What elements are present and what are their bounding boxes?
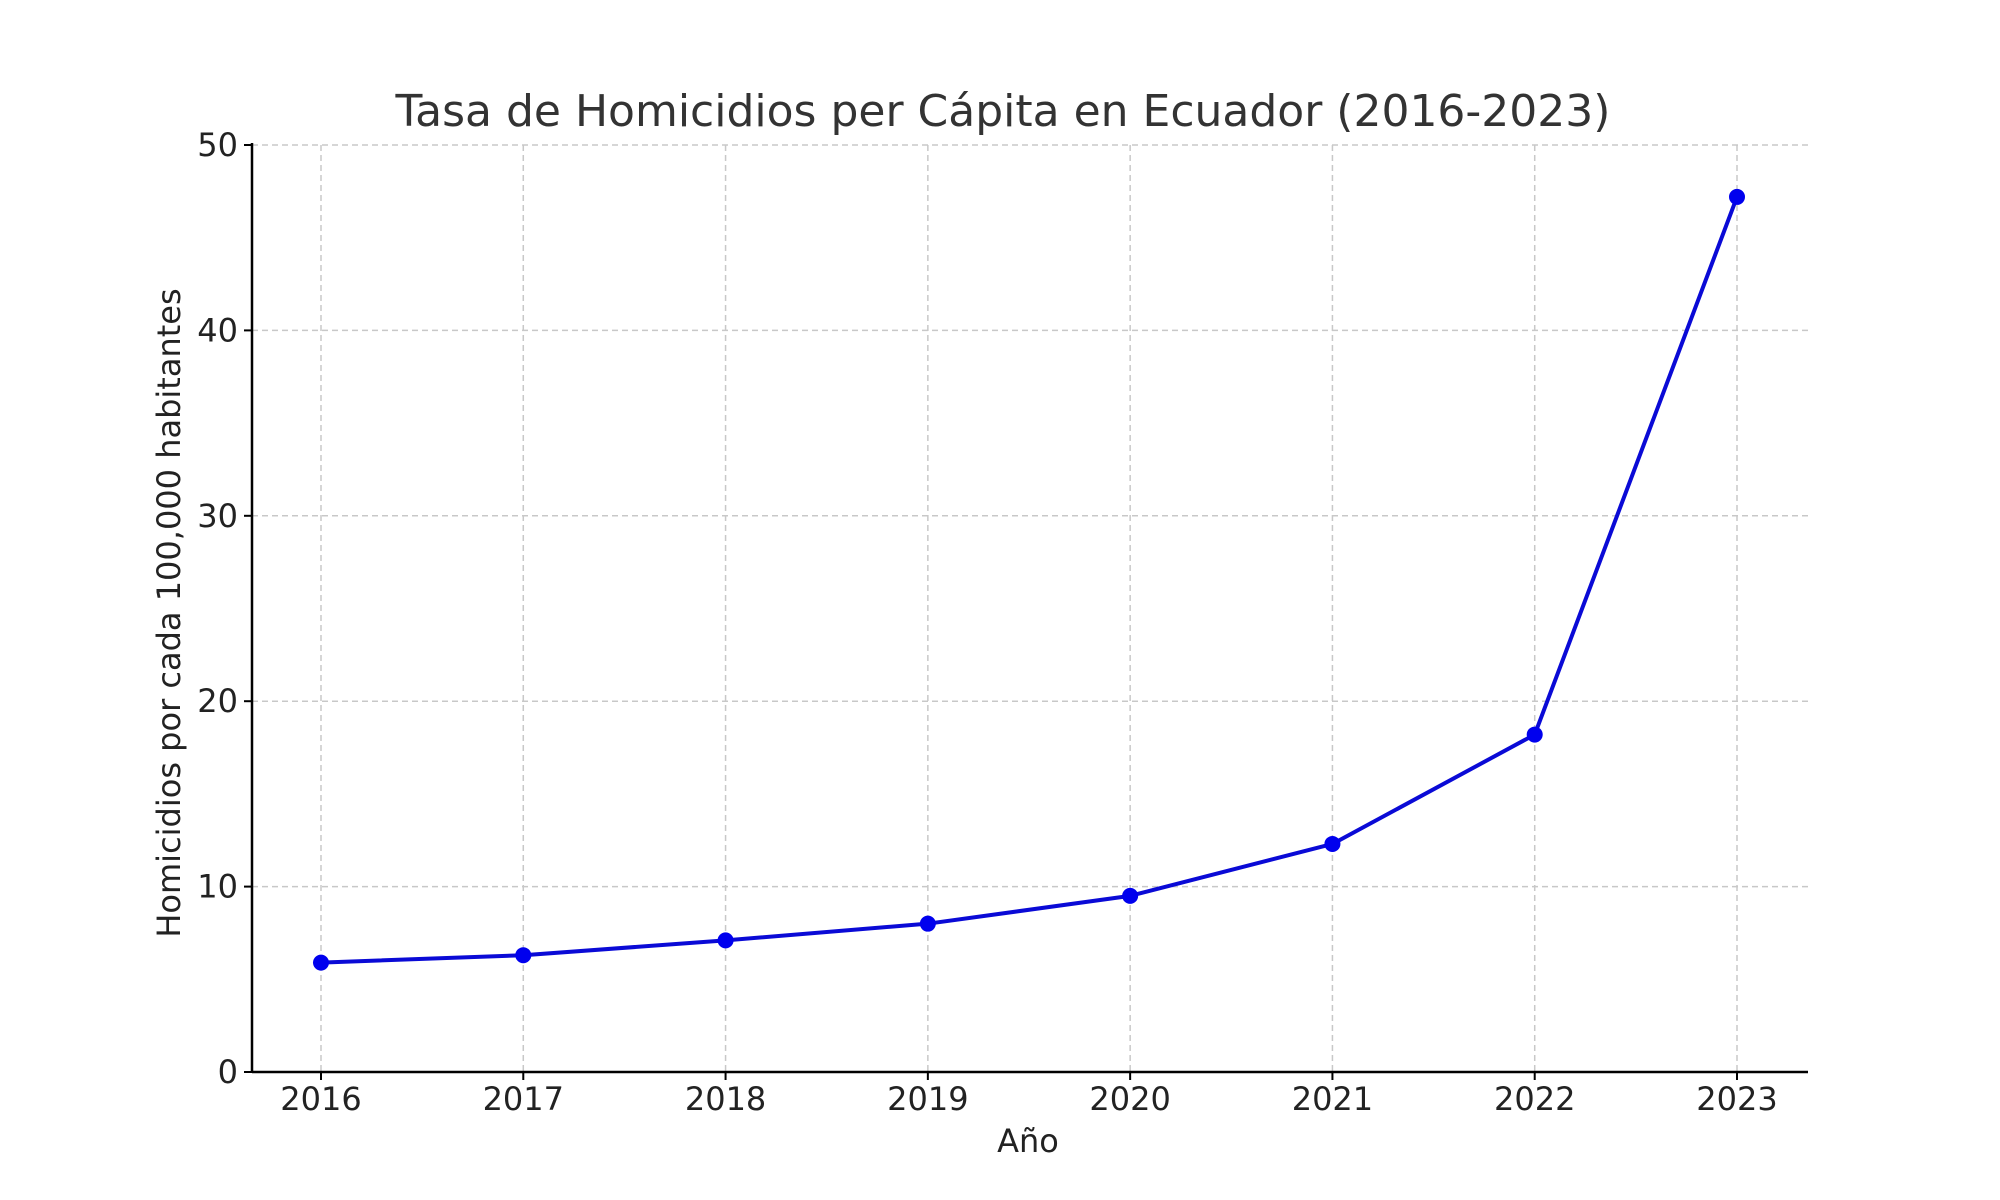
x-tick-label: 2021 xyxy=(1292,1080,1373,1118)
y-tick-label: 50 xyxy=(197,126,238,164)
x-tick-label: 2022 xyxy=(1494,1080,1575,1118)
data-point-2021 xyxy=(1324,835,1341,852)
y-tick-label: 40 xyxy=(197,311,238,349)
x-axis-label: Año xyxy=(997,1122,1059,1160)
data-point-2017 xyxy=(515,947,532,964)
x-tick-label: 2016 xyxy=(280,1080,361,1118)
x-tick-label: 2020 xyxy=(1089,1080,1170,1118)
x-axis-ticks: 2016 2017 2018 2019 2020 2021 2022 2023 xyxy=(280,1072,1778,1118)
y-tick-label: 30 xyxy=(197,497,238,535)
data-point-2018 xyxy=(717,932,734,949)
y-axis-label: Homicidios por cada 100,000 habitantes xyxy=(150,288,188,937)
data-point-2023 xyxy=(1729,188,1745,205)
series-line xyxy=(320,196,1739,965)
series xyxy=(313,188,1745,971)
data-point-2020 xyxy=(1122,887,1139,904)
axes xyxy=(250,143,1808,1074)
x-tick-label: 2017 xyxy=(483,1080,564,1118)
data-point-2016 xyxy=(313,954,329,971)
y-tick-label: 20 xyxy=(197,682,238,720)
x-tick-label: 2023 xyxy=(1696,1080,1777,1118)
x-tick-label: 2019 xyxy=(887,1080,968,1118)
grid xyxy=(252,144,1808,1072)
x-tick-label: 2018 xyxy=(685,1080,766,1118)
y-axis-ticks: 0 10 20 30 40 50 xyxy=(197,126,252,1091)
data-point-2022 xyxy=(1526,726,1543,743)
y-tick-label: 0 xyxy=(218,1053,238,1091)
y-tick-label: 10 xyxy=(197,868,238,906)
data-point-2019 xyxy=(919,915,936,932)
chart-title: Tasa de Homicidios per Cápita en Ecuador… xyxy=(395,86,1611,137)
